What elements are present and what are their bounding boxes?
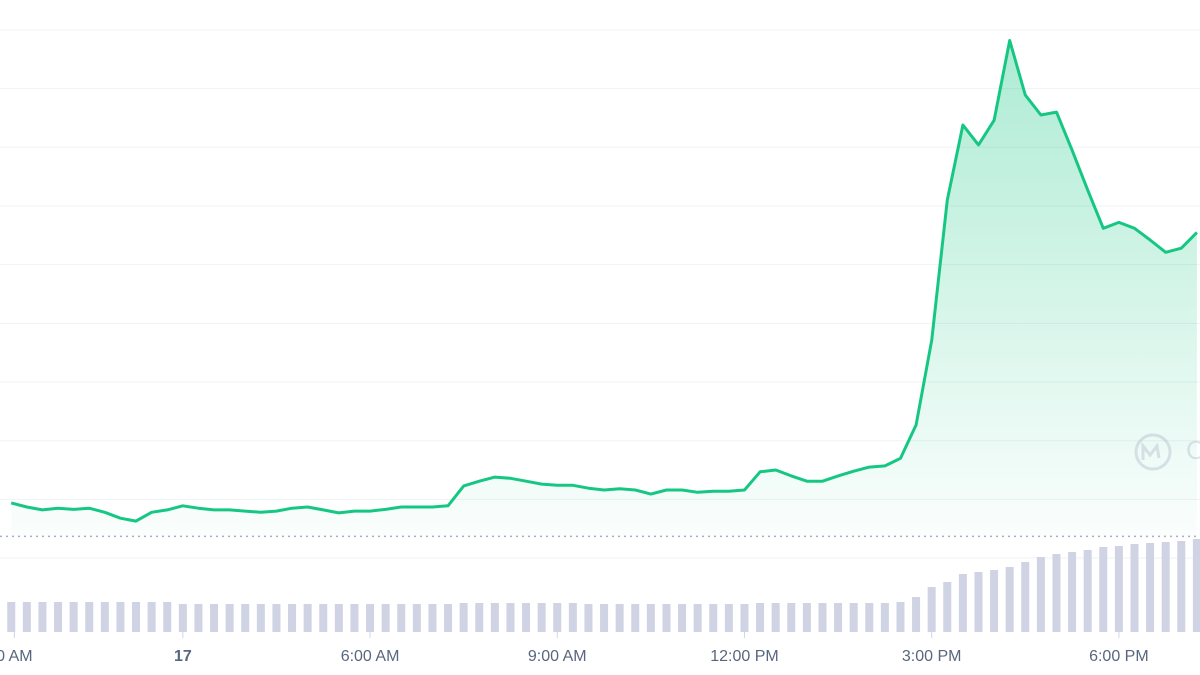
volume-bar	[568, 603, 577, 632]
x-tick-label: 6:00 AM	[341, 648, 400, 665]
volume-bar	[194, 604, 203, 632]
x-tick-label: 9:00 AM	[528, 648, 587, 665]
volume-bar	[334, 604, 343, 632]
volume-bar	[600, 604, 609, 632]
volume-bar	[615, 604, 624, 632]
volume-bar	[241, 604, 250, 632]
volume-bar	[256, 604, 265, 632]
volume-bar	[475, 603, 484, 632]
volume-bar	[225, 604, 234, 632]
volume-bar	[1005, 567, 1014, 632]
volume-bar	[1099, 547, 1108, 632]
volume-bar	[522, 603, 531, 632]
volume-bar	[303, 604, 312, 632]
volume-bar	[1036, 557, 1045, 632]
volume-bar	[163, 602, 172, 632]
volume-bar	[38, 602, 47, 632]
volume-bar	[912, 597, 921, 632]
volume-bar	[69, 602, 78, 632]
volume-bar	[319, 604, 328, 632]
volume-bar	[22, 602, 31, 632]
volume-bar	[631, 604, 640, 632]
volume-bar	[646, 604, 655, 632]
x-tick-label: 6:00 PM	[1089, 648, 1149, 665]
volume-bar	[1146, 543, 1155, 632]
volume-bar	[662, 604, 671, 632]
volume-bar	[132, 602, 141, 632]
plot	[10, 39, 1198, 537]
volume-bar	[553, 603, 562, 632]
volume-bar	[366, 604, 375, 632]
volume-bar	[1114, 546, 1123, 632]
volume-bar	[444, 604, 453, 632]
volume-bar	[880, 603, 889, 632]
volume-bar	[1021, 562, 1030, 632]
volume-bar	[865, 603, 874, 632]
volume-bar	[85, 602, 94, 632]
volume-bar	[381, 604, 390, 632]
volume-bar	[7, 602, 16, 632]
volume-bars	[7, 539, 1200, 632]
volume-bar	[990, 570, 999, 632]
volume-bar	[896, 602, 905, 632]
volume-bar	[756, 603, 765, 632]
volume-bar	[693, 604, 702, 632]
volume-bar	[506, 603, 515, 632]
volume-bar	[1083, 550, 1092, 632]
volume-bar	[1161, 542, 1170, 632]
x-tick-label: 3:00 PM	[902, 648, 962, 665]
volume-bar	[428, 604, 437, 632]
volume-bar	[537, 603, 546, 632]
volume-bar	[1052, 554, 1061, 632]
volume-bar	[350, 604, 359, 632]
volume-bar	[678, 604, 687, 632]
volume-bar	[1192, 539, 1200, 632]
volume-bar	[1130, 544, 1139, 632]
volume-bar	[771, 603, 780, 632]
volume-bar	[1068, 552, 1077, 632]
volume-bar	[210, 604, 219, 632]
watermark-logo-mark	[1141, 441, 1161, 460]
watermark-logo	[1134, 433, 1172, 471]
x-tick-label: 0 AM	[0, 648, 33, 665]
volume-bar	[802, 603, 811, 632]
volume-bar	[974, 572, 983, 632]
x-tick-label: 12:00 PM	[710, 648, 778, 665]
volume-bar	[818, 603, 827, 632]
price-area	[11, 40, 1197, 537]
x-tick-label: 17	[174, 648, 192, 665]
volume-bar	[54, 602, 63, 632]
volume-bar	[100, 602, 109, 632]
volume-bar	[943, 582, 952, 632]
volume-bar	[834, 603, 843, 632]
volume-bar	[412, 604, 421, 632]
volume-bar	[849, 603, 858, 632]
volume-bar	[927, 587, 936, 632]
watermark-text: C	[1186, 435, 1200, 465]
volume-bar	[272, 604, 281, 632]
volume-bar	[584, 604, 593, 632]
volume-bar	[1177, 541, 1186, 632]
volume-bar	[288, 604, 297, 632]
volume-bar	[724, 604, 733, 632]
volume-bar	[147, 602, 156, 632]
watermark: C	[1134, 433, 1200, 471]
volume-bar	[709, 604, 718, 632]
volume-bar	[459, 603, 468, 632]
volume-bar	[397, 604, 406, 632]
volume-bar	[958, 574, 967, 632]
price-line	[10, 39, 1198, 523]
volume-bar	[116, 602, 125, 632]
volume-bar	[490, 603, 499, 632]
volume-bar	[740, 604, 749, 632]
volume-bar	[178, 604, 187, 632]
volume-bar	[787, 603, 796, 632]
